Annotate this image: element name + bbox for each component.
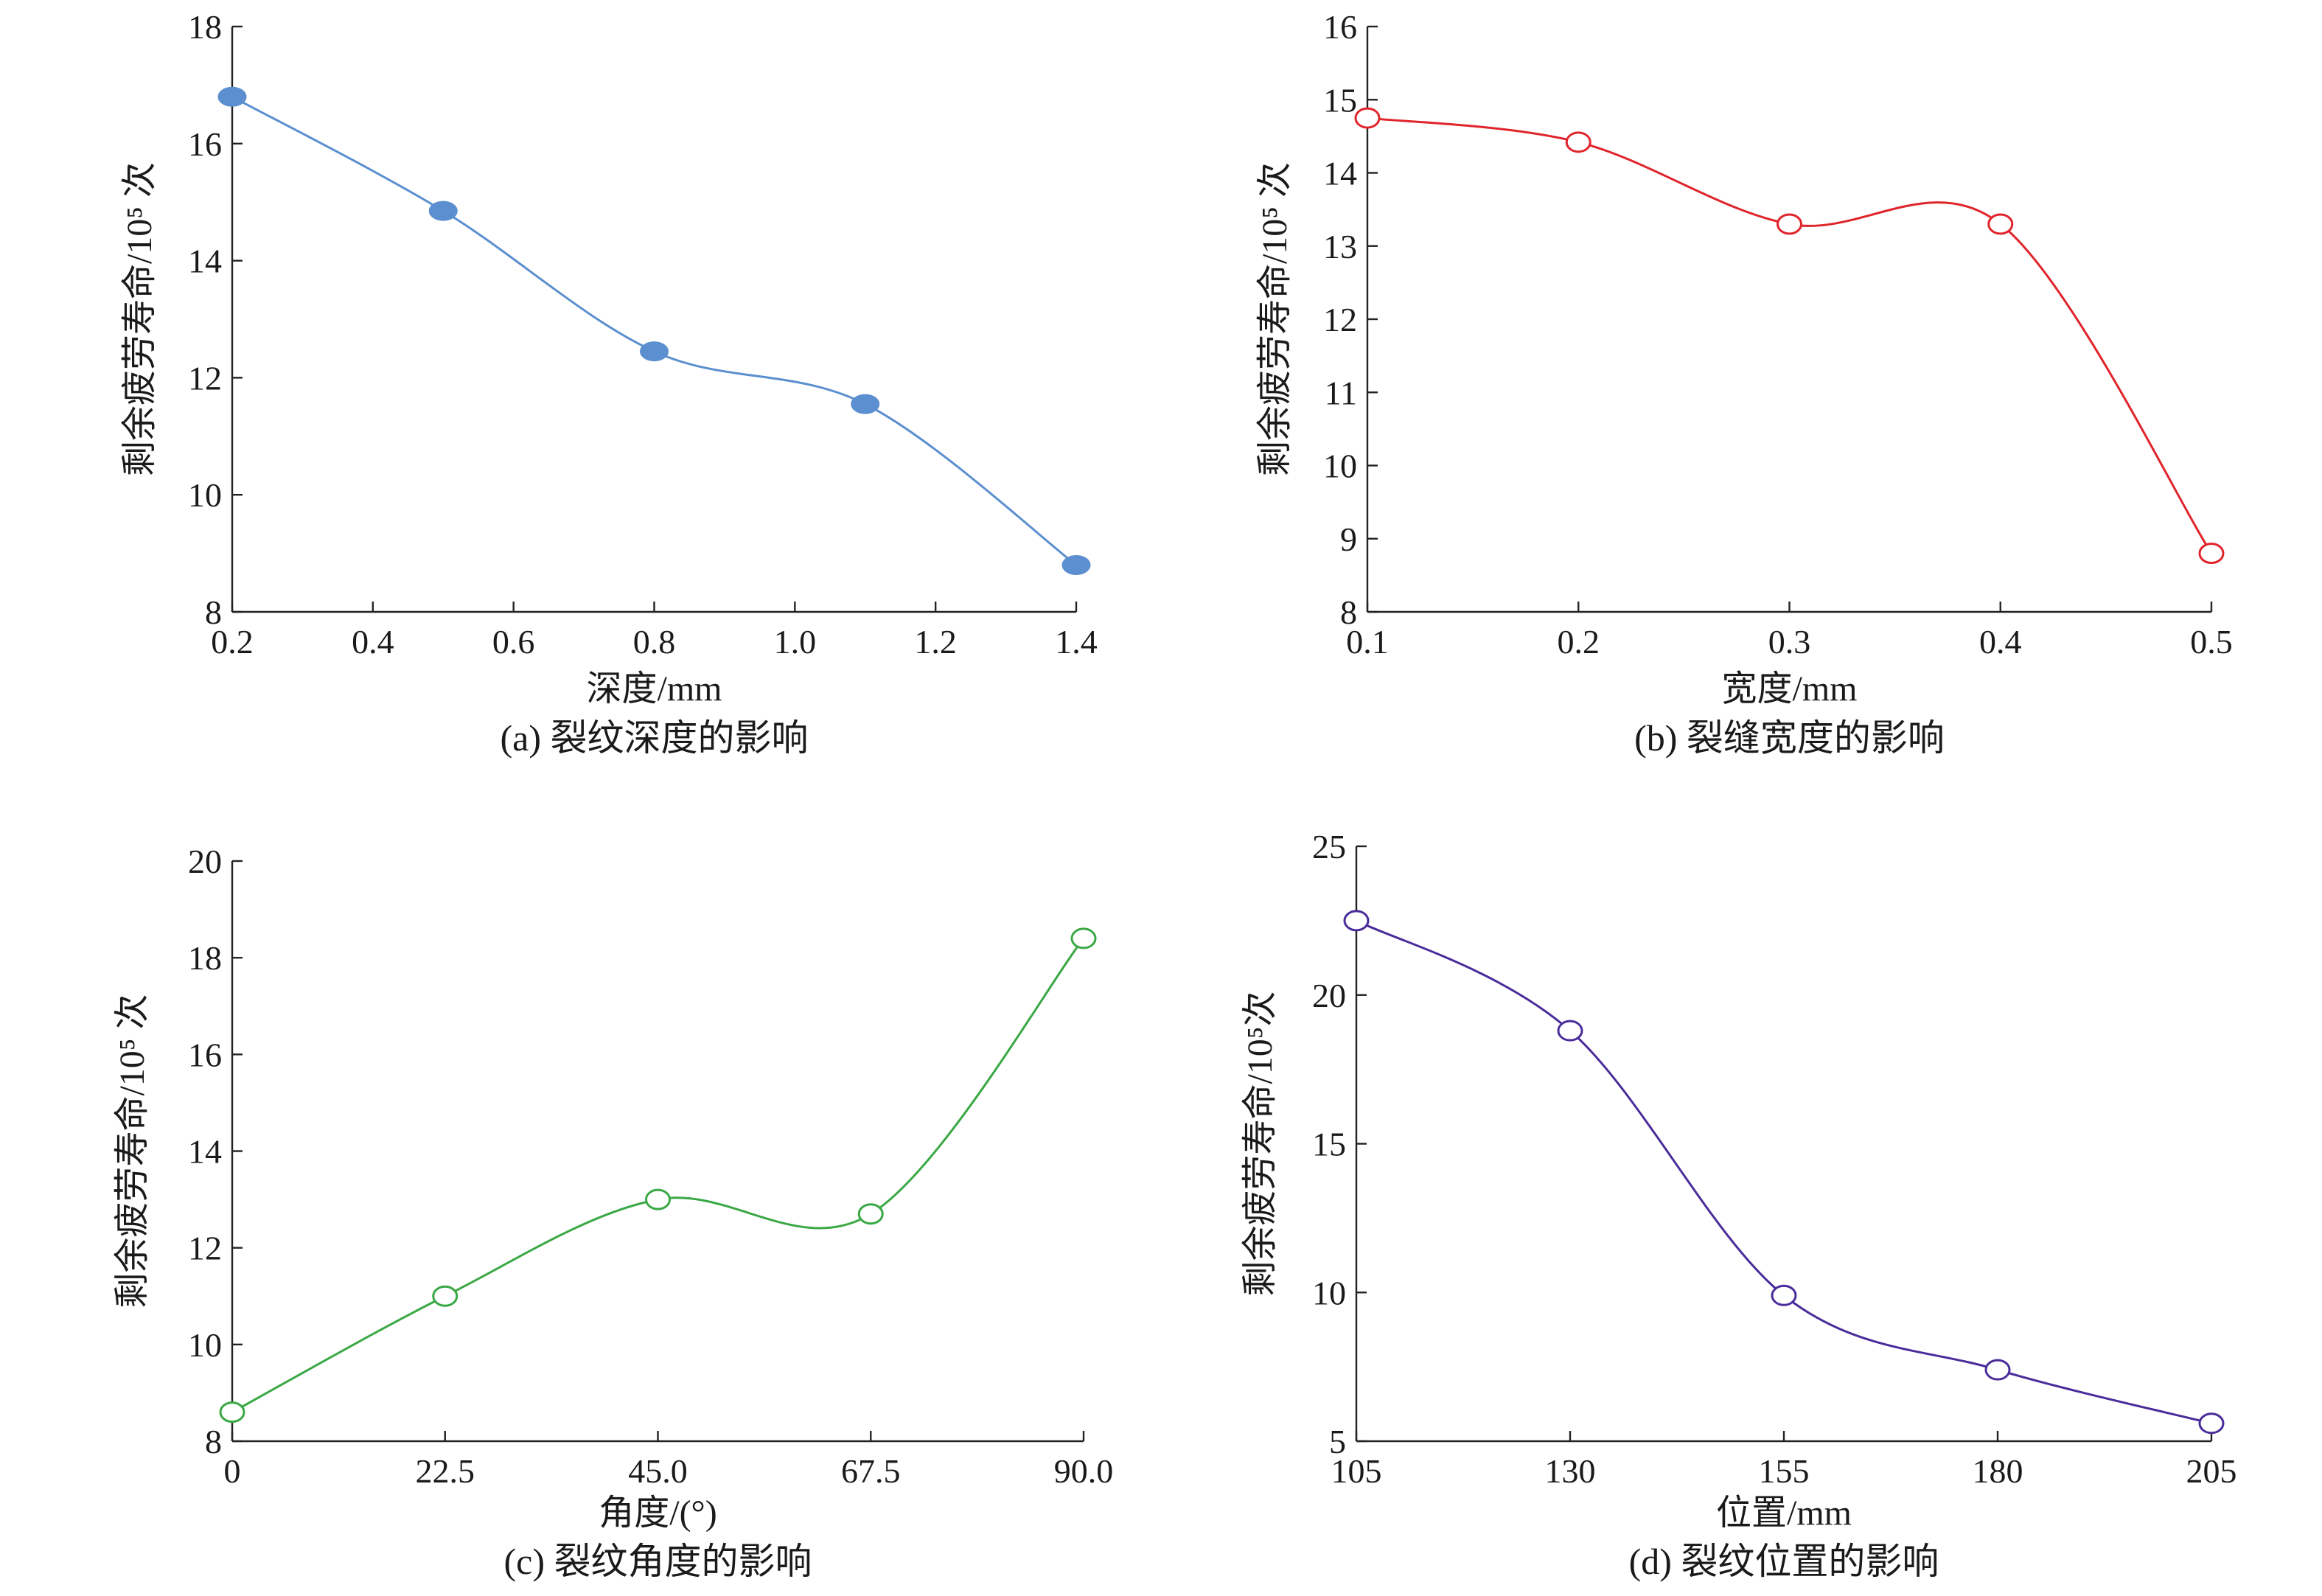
- series-line: [1367, 116, 2213, 554]
- chart-caption: (c) 裂纹角度的影响: [504, 1541, 812, 1582]
- data-point: [1061, 554, 1091, 575]
- y-tick-label: 16: [1323, 8, 1357, 46]
- y-tick-label: 12: [188, 359, 222, 397]
- y-tick-label: 12: [1323, 301, 1357, 338]
- x-tick-label: 105: [1331, 1452, 1382, 1490]
- x-tick-label: 155: [1759, 1452, 1810, 1490]
- data-point: [1984, 1359, 2011, 1381]
- data-point: [432, 1285, 459, 1307]
- chart-panel-a-depth: 8 10 12 14 16 18 0.2 0.4 0.6 0.8 1.0 1.2 1.4 剩余疲劳寿命/1…: [120, 8, 1098, 759]
- x-tick-label: 180: [1973, 1452, 2023, 1490]
- x-tick-label: 0.5: [2190, 623, 2233, 661]
- x-tick-label: 0.6: [492, 623, 535, 661]
- x-axis-title: 宽度/mm: [1721, 669, 1857, 708]
- chart-panel-d-position: 5 10 15 20 25 105 130 155 180 205 剩余疲劳寿命/10⁵次位置/mm…: [1241, 828, 2237, 1582]
- y-tick-label: 13: [1323, 228, 1357, 265]
- x-tick-label: 67.5: [841, 1452, 901, 1490]
- y-tick-label: 12: [188, 1230, 222, 1267]
- chart-panel-c-angle: 8 10 12 14 16 18 20 0 22.5 45.0 67.5 90.0 剩余疲劳寿命/10⁵…: [113, 843, 1113, 1582]
- x-tick-label: 0.3: [1768, 623, 1811, 661]
- y-tick-label: 15: [1312, 1126, 1346, 1163]
- y-axis-title: 剩余疲劳寿命/10⁵ 次: [120, 162, 159, 476]
- x-axis-title: 位置/mm: [1716, 1494, 1852, 1533]
- data-point: [219, 1401, 245, 1423]
- data-point: [217, 86, 247, 107]
- x-tick-label: 0.1: [1346, 623, 1389, 661]
- y-axis-title: 剩余疲劳寿命/10⁵ 次: [1255, 162, 1294, 476]
- y-tick-label: 8: [1340, 593, 1357, 631]
- data-point: [851, 394, 880, 414]
- data-point: [1343, 910, 1370, 932]
- y-tick-label: 8: [205, 593, 222, 631]
- data-point: [428, 201, 458, 221]
- data-point: [2198, 1412, 2225, 1435]
- x-tick-label: 0.4: [1979, 623, 2022, 661]
- y-tick-label: 14: [188, 1133, 222, 1171]
- y-tick-label: 10: [188, 476, 222, 514]
- y-tick-label: 16: [188, 1036, 222, 1073]
- x-tick-label: 1.0: [774, 623, 817, 661]
- data-point: [1987, 213, 2014, 235]
- y-tick-label: 18: [188, 939, 222, 977]
- data-point: [1354, 107, 1381, 129]
- x-tick-label: 0.4: [352, 623, 394, 661]
- y-tick-label: 16: [188, 125, 222, 163]
- y-tick-label: 20: [188, 843, 222, 880]
- data-point: [1070, 927, 1097, 949]
- chart-panel-b-width: 8 9 10 11 12 13 14 15 16 0.1 0.2 0.3 0.4 0.5 剩余疲劳寿命/10…: [1255, 8, 2233, 759]
- y-axis-title: 剩余疲劳寿命/10⁵次: [1241, 991, 1280, 1296]
- data-point: [1557, 1020, 1583, 1042]
- x-tick-label: 22.5: [416, 1452, 475, 1490]
- y-axis-title: 剩余疲劳寿命/10⁵ 次: [113, 994, 152, 1308]
- x-tick-label: 205: [2186, 1452, 2237, 1490]
- x-tick-label: 90.0: [1054, 1452, 1114, 1490]
- data-point: [1771, 1284, 1797, 1306]
- y-tick-label: 5: [1329, 1423, 1346, 1460]
- data-point: [640, 341, 669, 362]
- y-tick-label: 25: [1312, 828, 1346, 865]
- y-tick-label: 18: [188, 8, 222, 46]
- series-line: [231, 938, 1085, 1413]
- y-tick-label: 9: [1340, 520, 1357, 558]
- series-line: [231, 95, 1077, 566]
- data-point: [857, 1203, 884, 1225]
- series-line: [1356, 919, 2212, 1425]
- y-tick-label: 14: [1323, 155, 1357, 192]
- x-tick-label: 1.4: [1055, 623, 1098, 661]
- y-tick-label: 15: [1323, 81, 1357, 119]
- y-tick-label: 11: [1325, 374, 1357, 411]
- x-tick-label: 0: [224, 1452, 241, 1490]
- y-tick-label: 10: [188, 1326, 222, 1364]
- chart-caption: (b) 裂缝宽度的影响: [1634, 717, 1945, 759]
- y-tick-label: 8: [205, 1423, 222, 1460]
- y-tick-label: 10: [1323, 447, 1357, 485]
- x-tick-label: 0.2: [211, 623, 254, 661]
- data-point: [1565, 131, 1591, 153]
- data-point: [645, 1188, 671, 1210]
- chart-caption: (a) 裂纹深度的影响: [501, 717, 809, 759]
- y-tick-label: 10: [1312, 1274, 1346, 1311]
- x-axis-title: 深度/mm: [586, 669, 722, 708]
- chart-caption: (d) 裂纹位置的影响: [1629, 1541, 1939, 1582]
- x-axis-title: 角度/(°): [599, 1494, 717, 1533]
- x-tick-label: 45.0: [628, 1452, 688, 1490]
- x-tick-label: 1.2: [914, 623, 957, 661]
- y-tick-label: 14: [188, 243, 222, 280]
- data-point: [1777, 213, 1802, 235]
- x-tick-label: 130: [1545, 1452, 1596, 1490]
- x-tick-label: 0.2: [1558, 623, 1600, 661]
- data-point: [2198, 543, 2225, 565]
- x-tick-label: 0.8: [633, 623, 676, 661]
- y-tick-label: 20: [1312, 977, 1346, 1014]
